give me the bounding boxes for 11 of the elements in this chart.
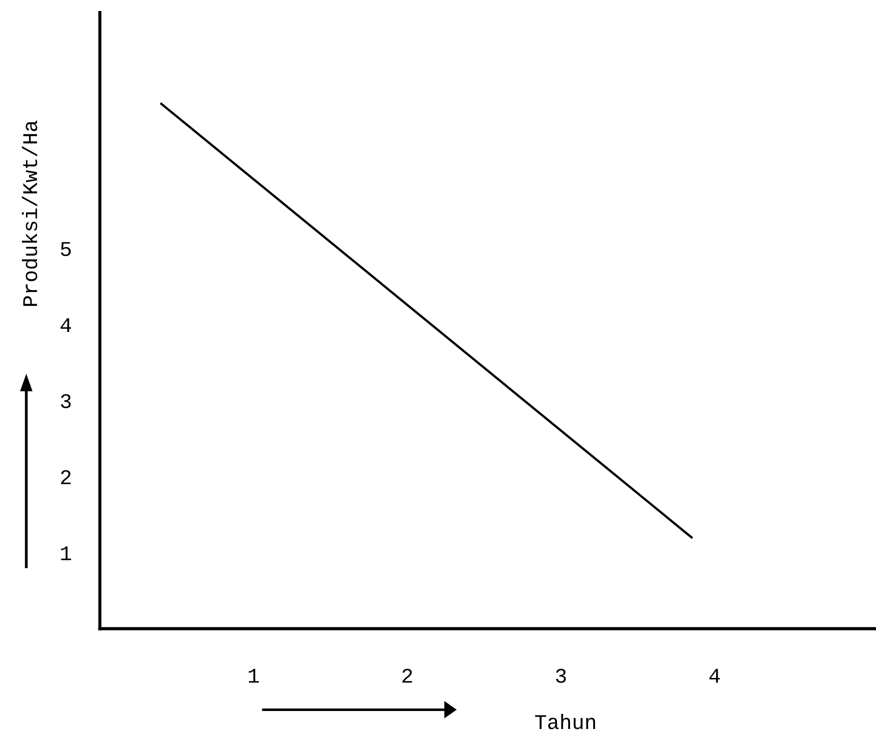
y-tick-label: 5 (60, 242, 71, 256)
y-tick-label: 1 (61, 546, 72, 560)
x-axis-title: Tahun (535, 714, 596, 730)
x-tick-label: 2 (402, 668, 412, 683)
y-tick-label: 3 (60, 394, 71, 408)
y-axis-title: Produksi/Kwt/Ha (22, 120, 38, 306)
y-tick-label: 4 (60, 318, 72, 332)
x-tick-label: 1 (248, 668, 259, 683)
x-tick-label: 3 (556, 668, 566, 683)
x-tick-label: 4 (709, 668, 720, 683)
y-tick-label: 2 (61, 470, 71, 484)
